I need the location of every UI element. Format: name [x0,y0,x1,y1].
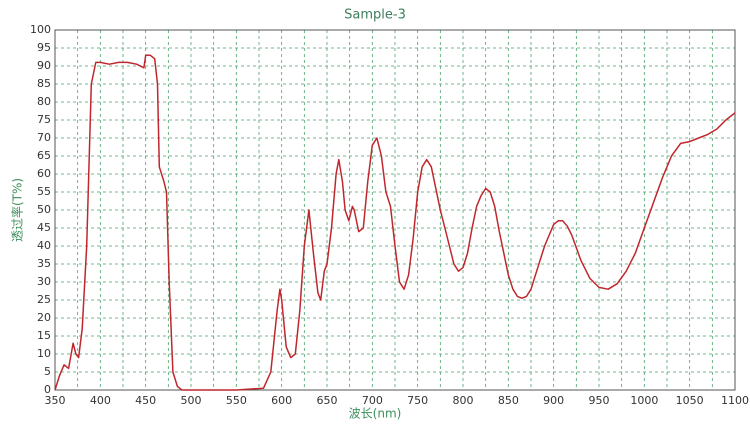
y-tick-label: 45 [37,221,51,234]
y-axis-label: 透过率(T%) [10,178,25,242]
y-tick-label: 40 [37,239,51,252]
y-tick-label: 10 [37,347,51,360]
plot-frame [54,29,736,391]
y-tick-label: 65 [37,149,51,162]
x-tick-label: 550 [226,394,247,407]
x-tick-label: 750 [407,394,428,407]
y-tick-label: 75 [37,113,51,126]
x-tick-label: 500 [181,394,202,407]
y-tick-label: 90 [37,59,51,72]
x-tick-label: 1100 [721,394,749,407]
y-tick-label: 80 [37,95,51,108]
x-tick-label: 350 [45,394,66,407]
x-tick-label: 900 [543,394,564,407]
data-line [54,54,736,391]
chart-title: Sample-3 [344,8,406,23]
x-tick-label: 800 [453,394,474,407]
y-tick-label: 25 [37,293,51,306]
x-tick-label: 450 [135,394,156,407]
x-tick-label: 400 [90,394,111,407]
y-tick-label: 60 [37,167,51,180]
y-tick-label: 20 [37,311,51,324]
x-tick-label: 700 [362,394,383,407]
x-axis-label: 波长(nm) [349,407,402,421]
x-tick-label: 650 [317,394,338,407]
x-tick-label: 850 [498,394,519,407]
y-tick-label: 100 [30,23,51,36]
y-tick-label: 95 [37,41,51,54]
y-tick-label: 50 [37,203,51,216]
x-tick-label: 950 [589,394,610,407]
x-tick-label: 1000 [630,394,658,407]
x-tick-label: 600 [271,394,292,407]
x-tick-label: 1050 [676,394,704,407]
y-tick-label: 5 [44,365,51,378]
y-tick-label: 15 [37,329,51,342]
y-tick-label: 35 [37,257,51,270]
y-tick-label: 0 [44,383,51,396]
y-tick-label: 30 [37,275,51,288]
y-tick-label: 55 [37,185,51,198]
y-tick-label: 70 [37,131,51,144]
y-tick-label: 85 [37,77,51,90]
